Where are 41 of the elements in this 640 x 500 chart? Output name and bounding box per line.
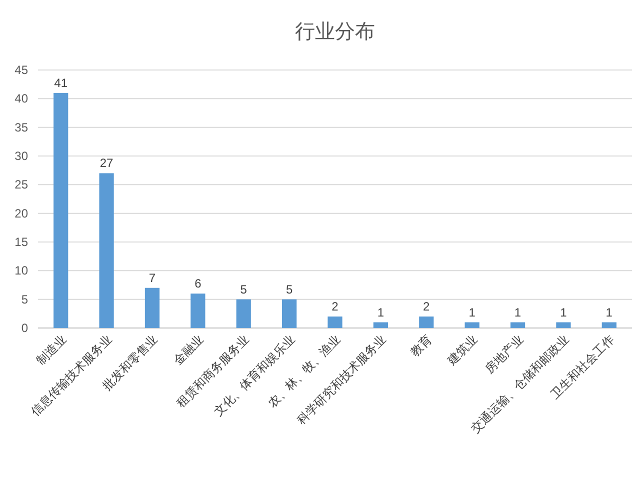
data-label: 2 — [332, 300, 339, 314]
y-tick-label: 10 — [14, 264, 28, 278]
y-tick-label: 5 — [21, 292, 28, 306]
bar — [419, 316, 434, 328]
bar — [99, 173, 114, 328]
bar — [602, 322, 616, 328]
x-tick-label: 制造业 — [34, 332, 69, 368]
bar — [190, 294, 206, 328]
bar — [510, 322, 526, 328]
bar — [144, 288, 160, 328]
data-label: 7 — [148, 270, 156, 285]
bar — [236, 299, 251, 328]
data-label: 1 — [560, 305, 568, 320]
data-label: 5 — [286, 282, 293, 296]
bar — [556, 322, 571, 328]
bar — [282, 299, 297, 328]
bar — [328, 316, 342, 328]
y-tick-label: 0 — [21, 321, 28, 335]
data-label: 1 — [377, 305, 384, 320]
y-tick-label: 40 — [14, 92, 28, 106]
y-tick-label: 25 — [14, 178, 28, 192]
bar — [54, 92, 68, 328]
y-tick-label: 45 — [14, 63, 28, 77]
data-label: 6 — [194, 276, 202, 291]
data-label: 2 — [423, 300, 430, 314]
y-tick-label: 20 — [14, 206, 28, 220]
y-tick-label: 30 — [14, 149, 28, 163]
y-tick-label: 35 — [14, 120, 28, 134]
x-tick-label: 教育 — [408, 332, 435, 360]
chart-title: 行业分布 — [295, 21, 375, 43]
x-tick-label: 建筑业 — [444, 332, 480, 368]
data-label: 1 — [514, 305, 522, 320]
data-label: 41 — [54, 76, 68, 90]
bar — [464, 322, 480, 328]
data-label: 1 — [606, 305, 613, 320]
bar — [373, 322, 388, 328]
x-tick-label: 金融业 — [170, 332, 206, 368]
y-tick-label: 15 — [14, 235, 28, 249]
data-label: 1 — [468, 305, 476, 320]
data-label: 5 — [240, 282, 248, 296]
data-label: 27 — [100, 156, 114, 170]
